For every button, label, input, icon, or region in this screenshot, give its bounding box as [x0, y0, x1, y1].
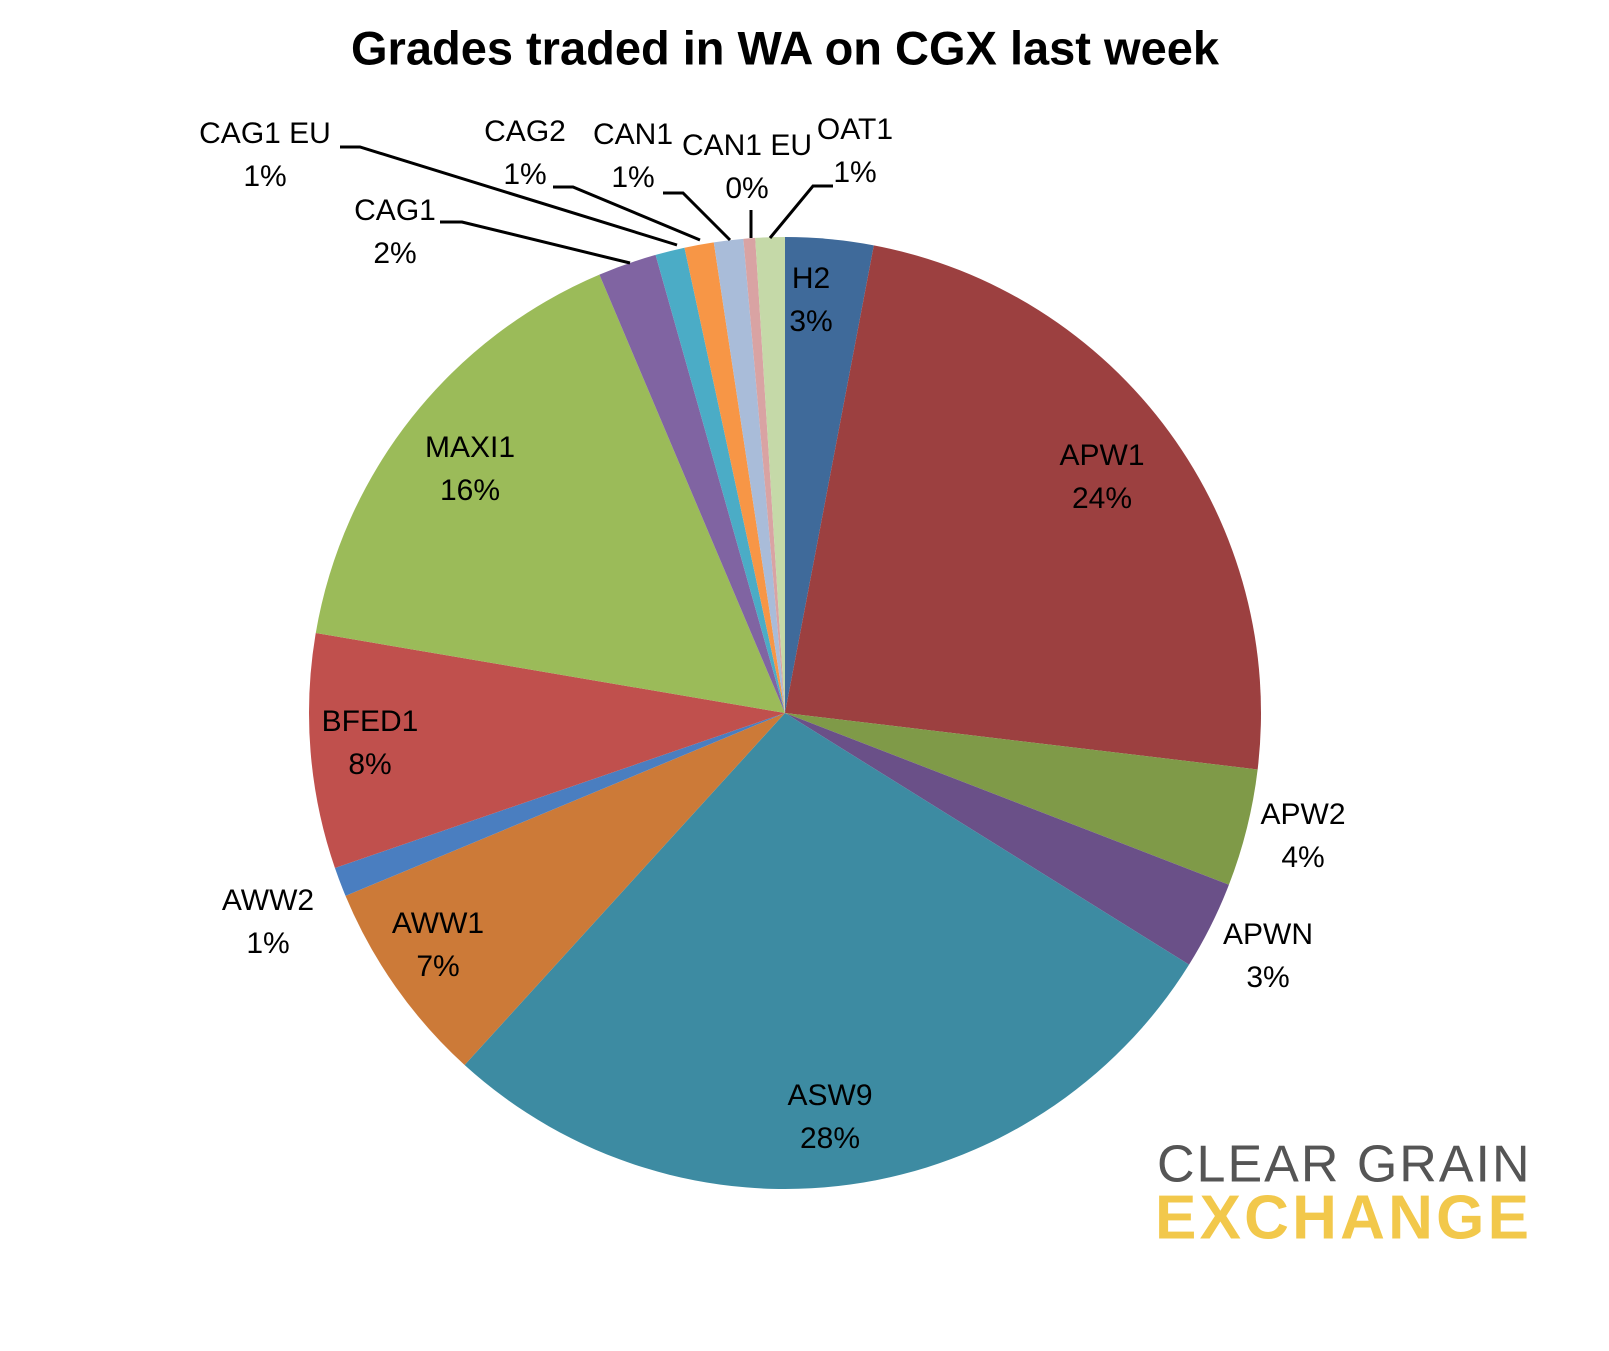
slice-label: CAG2: [484, 115, 566, 148]
leader-line: [440, 220, 631, 265]
slice-label: H2: [792, 262, 830, 295]
slice-value-label: 1%: [611, 161, 654, 194]
leader-line: [340, 145, 678, 247]
pie-slice: [464, 713, 1190, 1189]
pie-slice: [785, 245, 1261, 770]
pie-slice: [785, 237, 874, 713]
pie-slice: [655, 247, 785, 713]
slice-label: BFED1: [322, 705, 419, 738]
pie-slice: [713, 238, 785, 713]
chart-title: Grades traded in WA on CGX last week: [351, 21, 1220, 74]
slice-label: APW1: [1059, 439, 1144, 472]
slice-label: CAN1: [593, 118, 673, 151]
pie-slice: [684, 242, 785, 713]
slice-label: CAG1 EU: [199, 117, 331, 150]
leader-line: [768, 184, 833, 239]
slice-label: CAN1 EU: [682, 129, 812, 162]
logo-text: EXCHANGE: [1155, 1183, 1530, 1252]
slice-value-label: 1%: [833, 156, 876, 189]
pie-slice: [315, 274, 785, 713]
slice-label: ASW9: [787, 1079, 872, 1112]
slice-value-label: 0%: [725, 172, 768, 205]
leader-line: [663, 191, 732, 242]
leader-line: [553, 185, 701, 242]
pie-slice: [345, 713, 785, 1066]
pie-slice: [785, 713, 1258, 885]
slice-value-label: 7%: [416, 950, 459, 983]
slice-value-label: 24%: [1072, 482, 1132, 515]
slice-value-label: 1%: [503, 158, 546, 191]
leader-lines: [340, 145, 833, 265]
pie-slice: [785, 713, 1229, 965]
slice-value-label: 2%: [373, 237, 416, 270]
pie-slice: [308, 632, 785, 869]
slice-label: AWW2: [222, 884, 314, 917]
pie-slice: [334, 713, 785, 896]
slice-label: CAG1: [354, 194, 436, 227]
slice-value-label: 3%: [1246, 961, 1289, 994]
pie-slice: [599, 254, 785, 713]
slice-value-label: 4%: [1281, 841, 1324, 874]
slice-label: APW2: [1260, 798, 1345, 831]
slice-value-label: 16%: [440, 474, 500, 507]
logo-text: CLEAR GRAIN: [1157, 1136, 1532, 1194]
slice-label: OAT1: [817, 113, 893, 146]
slice-value-label: 8%: [348, 748, 391, 781]
slice-label: APWN: [1223, 918, 1313, 951]
slice-label: AWW1: [392, 907, 484, 940]
slice-label: MAXI1: [425, 431, 515, 464]
slice-value-label: 1%: [243, 160, 286, 193]
slice-value-label: 3%: [789, 305, 832, 338]
pie-slice: [755, 237, 785, 713]
slice-value-label: 28%: [800, 1122, 860, 1155]
pie-slice: [743, 237, 785, 713]
slice-value-label: 1%: [246, 927, 289, 960]
